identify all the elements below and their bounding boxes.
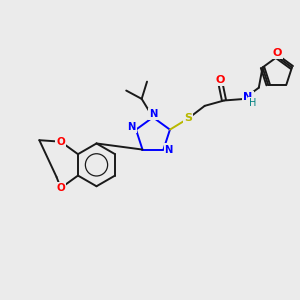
Text: O: O — [216, 75, 225, 85]
Text: O: O — [56, 137, 65, 147]
Text: N: N — [165, 145, 173, 154]
Text: O: O — [56, 183, 65, 193]
Text: H: H — [249, 98, 256, 108]
Text: N: N — [127, 122, 135, 132]
Text: O: O — [272, 48, 282, 58]
Text: N: N — [243, 92, 252, 102]
Text: S: S — [184, 113, 192, 123]
Text: N: N — [149, 109, 157, 119]
